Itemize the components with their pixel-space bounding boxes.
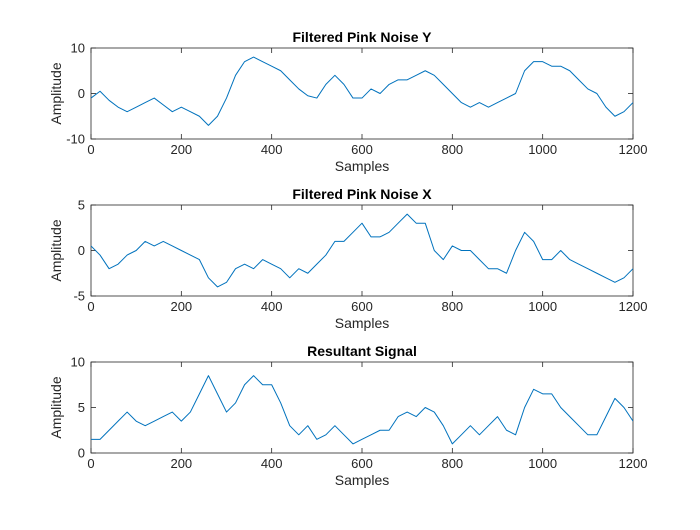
y-tick-label: 10 xyxy=(71,355,85,370)
y-tick-label: 5 xyxy=(78,198,85,213)
x-tick-label: 1200 xyxy=(619,299,648,314)
subplot-title: Filtered Pink Noise Y xyxy=(292,29,432,45)
y-tick-label: -10 xyxy=(66,132,85,147)
y-axis-label: Amplitude xyxy=(48,62,64,124)
x-tick-label: 400 xyxy=(261,142,283,157)
subplot-title: Filtered Pink Noise X xyxy=(292,186,432,202)
x-axis-label: Samples xyxy=(335,315,389,331)
x-tick-label: 200 xyxy=(170,456,192,471)
x-tick-label: 800 xyxy=(441,142,463,157)
y-axis-label: Amplitude xyxy=(48,376,64,438)
x-axis-label: Samples xyxy=(335,472,389,488)
y-tick-label: 0 xyxy=(78,86,85,101)
x-tick-label: 0 xyxy=(87,456,94,471)
x-axis-label: Samples xyxy=(335,158,389,174)
x-tick-label: 400 xyxy=(261,299,283,314)
y-axis-label: Amplitude xyxy=(48,219,64,281)
x-tick-label: 1000 xyxy=(528,456,557,471)
x-tick-label: 200 xyxy=(170,142,192,157)
x-tick-label: 200 xyxy=(170,299,192,314)
x-tick-label: 600 xyxy=(351,456,373,471)
series-line-1 xyxy=(91,375,633,445)
x-tick-label: 0 xyxy=(87,299,94,314)
y-tick-label: -5 xyxy=(73,289,85,304)
series-line-1 xyxy=(91,56,633,126)
x-tick-label: 400 xyxy=(261,456,283,471)
x-tick-label: 1000 xyxy=(528,299,557,314)
y-tick-label: 0 xyxy=(78,446,85,461)
x-tick-label: 800 xyxy=(441,299,463,314)
x-tick-label: 1200 xyxy=(619,142,648,157)
x-tick-label: 600 xyxy=(351,299,373,314)
y-tick-label: 5 xyxy=(78,400,85,415)
axes-box xyxy=(90,47,634,140)
x-tick-label: 800 xyxy=(441,456,463,471)
subplot-title: Resultant Signal xyxy=(307,343,417,359)
y-tick-label: 10 xyxy=(71,41,85,56)
x-tick-label: 1000 xyxy=(528,142,557,157)
x-tick-label: 600 xyxy=(351,142,373,157)
series-line-1 xyxy=(91,213,633,288)
axes-box xyxy=(90,204,634,297)
y-tick-label: 0 xyxy=(78,243,85,258)
subplot-3: 0 200 400 600 800 1000 1200 0 5 10 Resultant Signa… xyxy=(48,343,647,488)
x-tick-label: 0 xyxy=(87,142,94,157)
axes-box xyxy=(90,361,634,454)
x-tick-label: 1200 xyxy=(619,456,648,471)
